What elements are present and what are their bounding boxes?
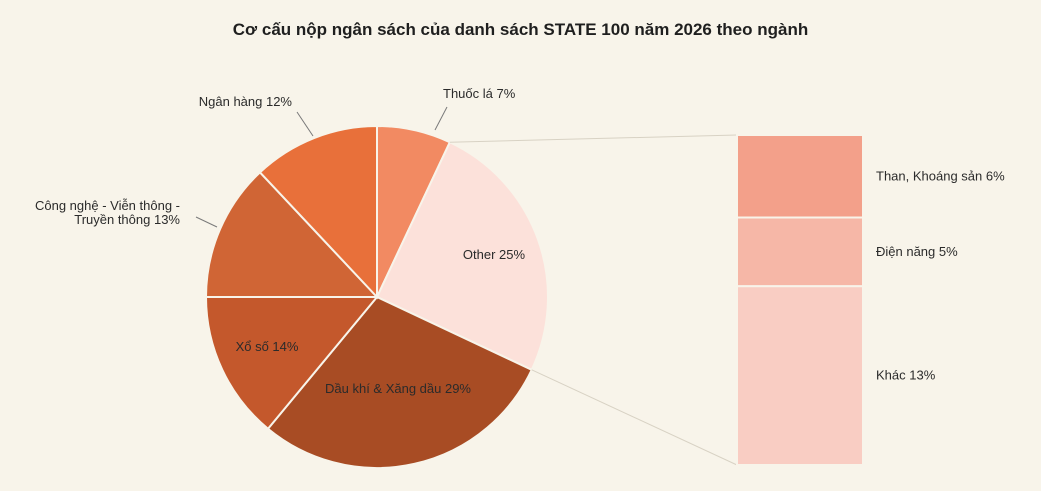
pie-slice — [258, 124, 378, 300]
breakdown-segment — [736, 134, 864, 219]
slice-label: Truyền thông 13% — [74, 212, 180, 227]
leader-line — [296, 111, 314, 137]
slice-label: Ngân hàng 12% — [199, 94, 293, 109]
leader-line — [434, 106, 448, 131]
pie-slice — [375, 140, 550, 372]
pie-slice — [266, 295, 534, 470]
breakdown-segment — [736, 216, 864, 288]
slice-label: Thuốc lá 7% — [443, 86, 516, 101]
slice-label: Other 25% — [463, 247, 526, 262]
breakdown-label: Khác 13% — [876, 368, 936, 383]
pie-slice — [204, 296, 380, 431]
slice-label: Dầu khí & Xăng dầu 29% — [325, 381, 471, 396]
connector-line — [449, 134, 738, 143]
breakdown-segment — [736, 285, 864, 466]
pie-slice — [204, 170, 380, 298]
breakdown-label: Điện năng 5% — [876, 244, 958, 259]
breakdown-label: Than, Khoáng sản 6% — [876, 168, 1005, 183]
chart-title: Cơ cấu nộp ngân sách của danh sách STATE… — [232, 20, 809, 39]
leader-line — [195, 216, 218, 228]
slice-label: Xổ số 14% — [236, 339, 299, 354]
connector-line — [531, 369, 738, 466]
slice-label: Công nghệ - Viễn thông - — [35, 198, 180, 213]
